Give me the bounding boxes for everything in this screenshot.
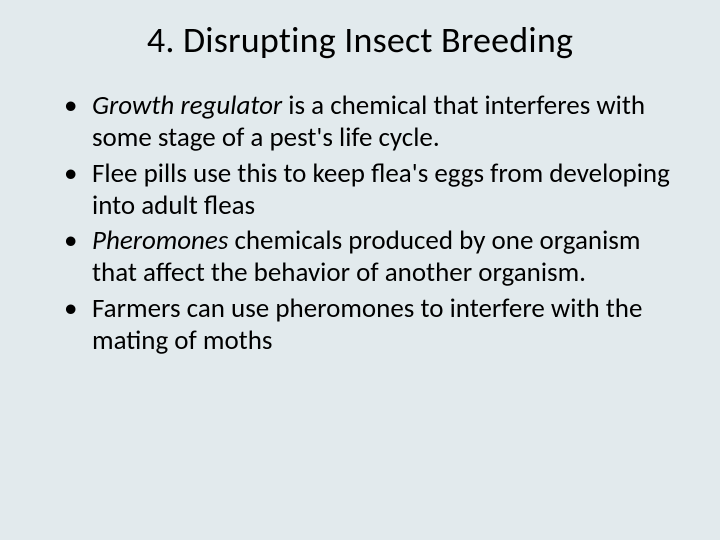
bullet-item: Farmers can use pheromones to interfere … xyxy=(92,293,672,357)
bullet-italic: Growth regulator xyxy=(92,89,282,122)
bullet-list: Growth regulator is a chemical that inte… xyxy=(48,90,672,357)
bullet-text: Farmers can use pheromones to interfere … xyxy=(92,292,642,357)
bullet-item: Flee pills use this to keep flea's eggs … xyxy=(92,158,672,222)
bullet-italic: Pheromones xyxy=(92,224,228,257)
bullet-item: Pheromones chemicals produced by one org… xyxy=(92,225,672,289)
bullet-item: Growth regulator is a chemical that inte… xyxy=(92,90,672,154)
slide-title: 4. Disrupting Insect Breeding xyxy=(48,18,672,62)
bullet-text: Flee pills use this to keep flea's eggs … xyxy=(92,157,670,222)
